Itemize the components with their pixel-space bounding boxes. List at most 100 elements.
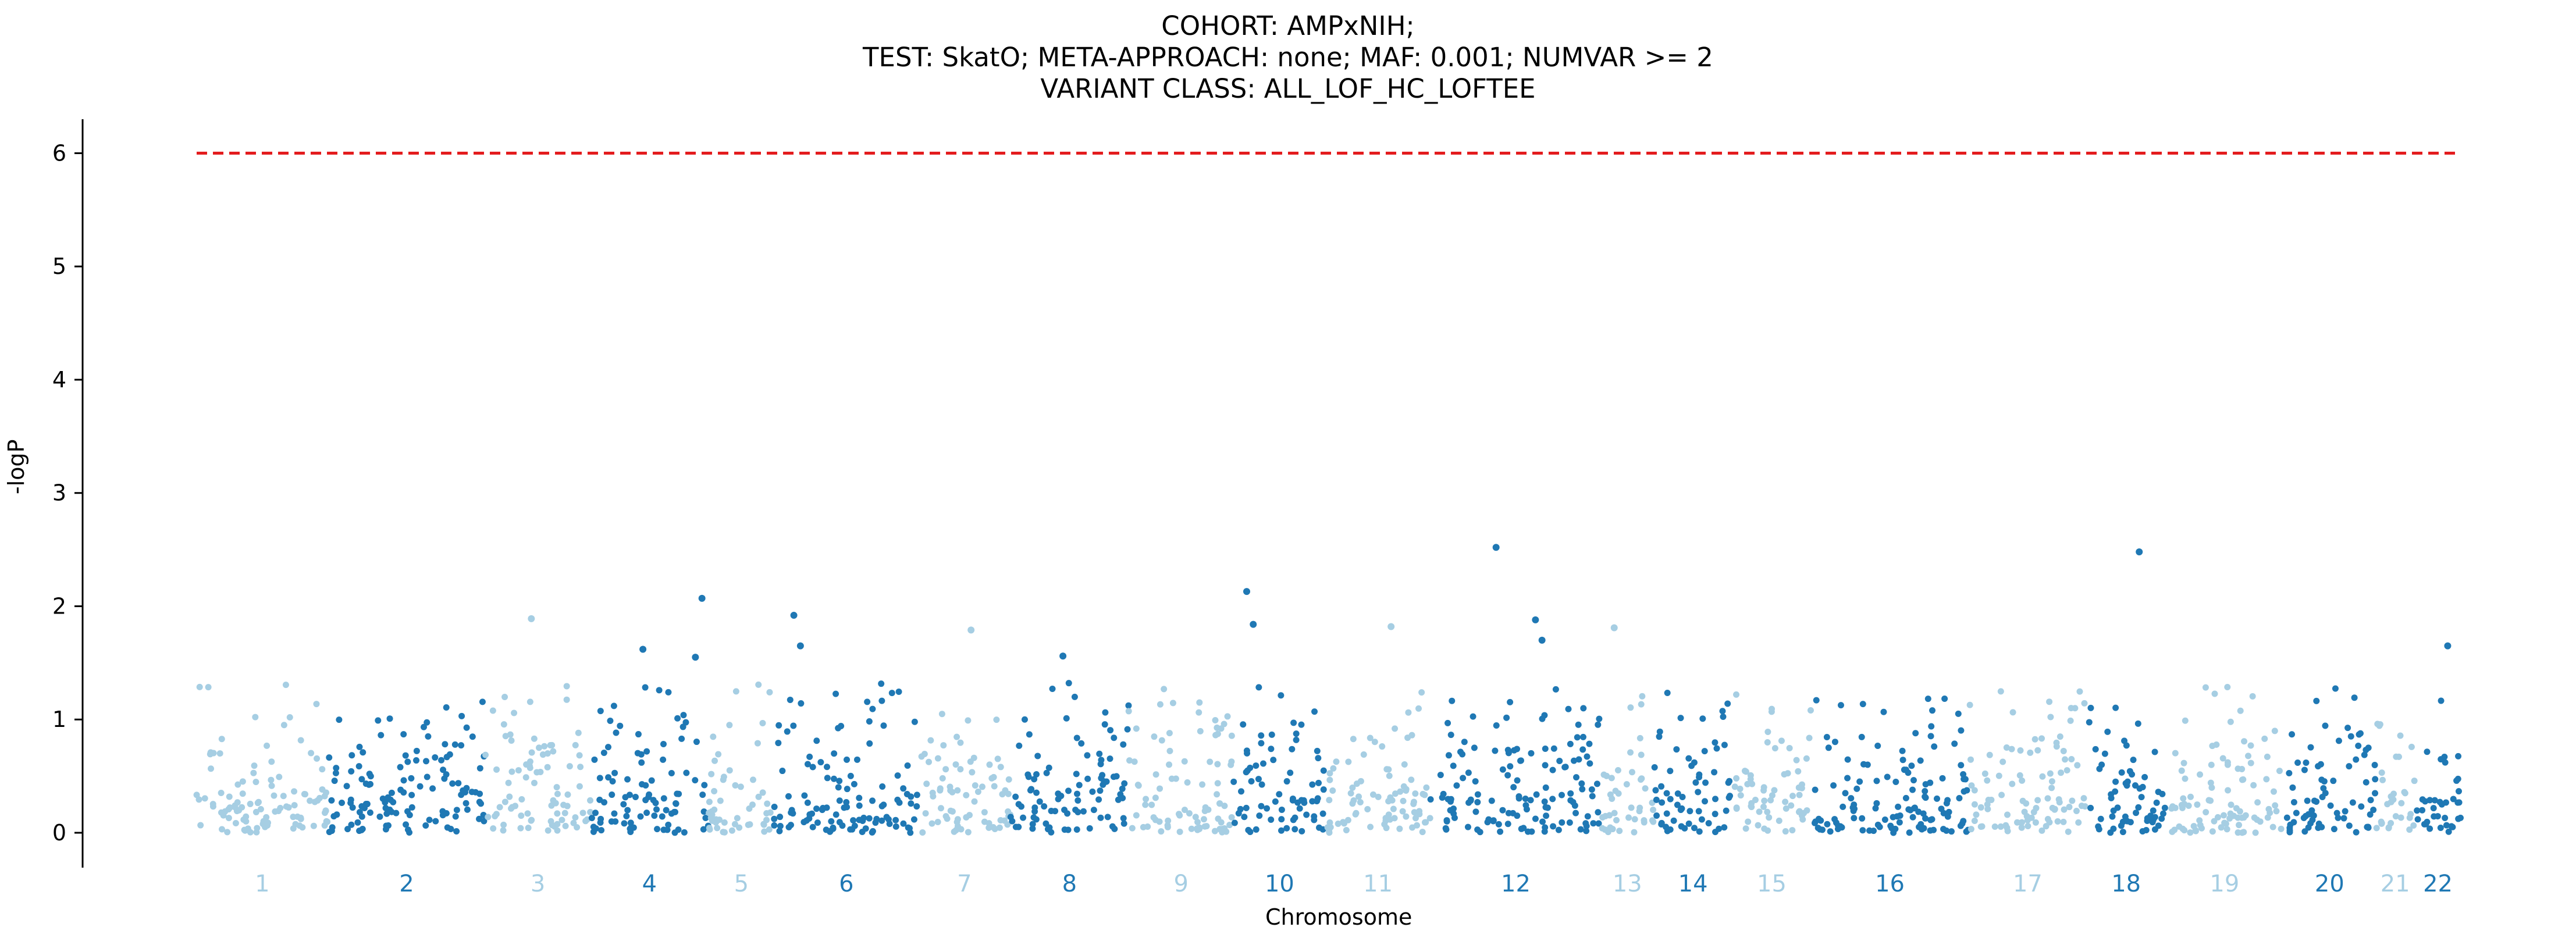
variant-point (1196, 824, 1203, 831)
variant-point (692, 777, 699, 784)
variant-point (711, 757, 718, 764)
variant-point (1586, 760, 1593, 767)
variant-point (2138, 794, 2145, 801)
variant-point (1596, 715, 1603, 722)
variant-point (1556, 758, 1563, 765)
variant-point (1422, 819, 1429, 826)
variant-point (1119, 785, 1126, 792)
variant-point (1464, 823, 1471, 830)
variant-point (1567, 790, 1574, 797)
variant-point (438, 757, 445, 764)
variant-point (1098, 757, 1105, 764)
variant-point (1294, 799, 1301, 806)
chromosome-label-1: 1 (255, 871, 269, 897)
variant-point (326, 829, 333, 836)
variant-point (1872, 805, 1879, 812)
variant-point (1824, 821, 1831, 828)
variant-point (2406, 826, 2413, 833)
variant-point (2301, 828, 2308, 835)
variant-point (1527, 797, 1534, 804)
variant-point (1573, 774, 1580, 781)
variant-point (1995, 772, 2002, 779)
variant-point (367, 809, 373, 816)
variant-point (252, 779, 259, 786)
variant-point (2293, 810, 2300, 816)
variant-point (2211, 690, 2218, 697)
variant-point (576, 752, 583, 759)
variant-point (453, 828, 460, 835)
variant-point (1124, 726, 1131, 733)
variant-point (2290, 798, 2297, 805)
variant-point (749, 801, 756, 808)
variant-point (1309, 798, 1316, 805)
variant-point (721, 819, 728, 826)
variant-point (1492, 747, 1499, 754)
variant-point (913, 803, 920, 810)
variant-point (1076, 782, 1083, 789)
variant-point (2397, 814, 2404, 821)
variant-point (672, 808, 679, 815)
variant-point (1786, 744, 1793, 751)
variant-point (1962, 776, 1969, 783)
chromosome-label-17: 17 (2013, 871, 2043, 897)
chromosome-label-19: 19 (2209, 871, 2239, 897)
variant-point (1570, 798, 1577, 805)
variant-point (2141, 773, 2148, 780)
variant-point (714, 825, 721, 832)
variant-point (2347, 733, 2354, 740)
variant-point (271, 792, 277, 799)
variant-point (1580, 705, 1587, 712)
variant-point (413, 757, 420, 764)
variant-point (332, 769, 339, 776)
variant-point (1259, 760, 1266, 767)
variant-point (2161, 804, 2168, 811)
variant-point (1184, 779, 1191, 786)
variant-point (1459, 751, 1466, 758)
variant-point (972, 782, 979, 789)
variant-point (1258, 732, 1265, 739)
variant-point (777, 822, 784, 829)
chromosome-label-7: 7 (957, 871, 972, 897)
variant-point (1315, 755, 1322, 762)
variant-point (979, 783, 986, 790)
variant-point (1044, 826, 1051, 833)
variant-point (1955, 710, 1962, 717)
variant-point (1084, 775, 1091, 782)
variant-point (775, 722, 782, 729)
variant-point (2353, 756, 2360, 763)
variant-point (1412, 815, 1419, 822)
variant-point (2358, 803, 2365, 810)
variant-point (997, 764, 1004, 771)
variant-point (754, 740, 761, 747)
variant-point (1375, 793, 1382, 800)
variant-point (957, 739, 964, 746)
variant-point (1652, 787, 1659, 794)
variant-point (443, 810, 450, 817)
variant-point (2301, 766, 2308, 773)
variant-point (1565, 705, 1572, 712)
variant-point (1253, 762, 1259, 769)
variant-point (1542, 824, 1549, 831)
variant-point (2046, 698, 2053, 705)
variant-point (2002, 822, 2009, 829)
variant-point (1934, 795, 1941, 802)
variant-point (1194, 819, 1201, 826)
variant-point (1080, 808, 1087, 815)
variant-point (1399, 808, 1406, 815)
variant-point (1742, 825, 1749, 832)
variant-point (328, 797, 335, 804)
variant-point (737, 783, 744, 790)
variant-point (1241, 814, 1248, 821)
variant-point (624, 776, 631, 783)
variant-point (1712, 811, 1718, 818)
variant-point (2013, 819, 2020, 826)
variant-point (1293, 730, 1300, 737)
variant-point (1510, 810, 1517, 816)
variant-point (319, 766, 326, 773)
variant-point (1237, 805, 1244, 812)
variant-point (1583, 822, 1590, 829)
variant-point (939, 775, 946, 782)
variant-point (1231, 819, 1238, 826)
variant-point (1386, 772, 1393, 779)
variant-point (994, 755, 1001, 762)
